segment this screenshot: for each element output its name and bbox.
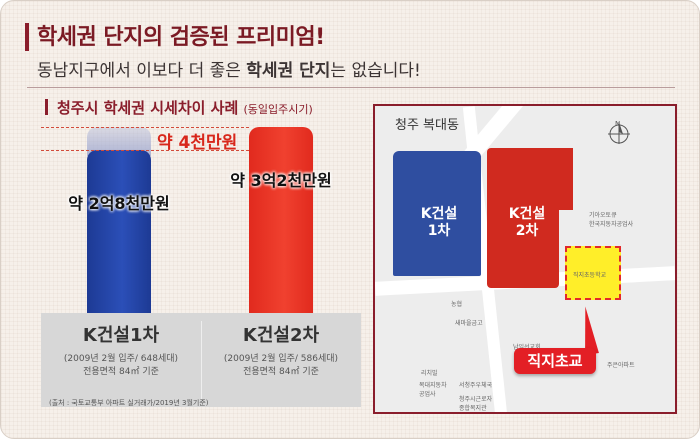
- place-2: 농협: [451, 301, 463, 308]
- place-3: 새마을금고: [455, 320, 483, 327]
- chart-category-base: K건설1차 (2009년 2월 입주/ 648세대) 전용면적 84㎡ 기준 K…: [41, 313, 361, 407]
- bar-value-label-2: 약 3억2천만원: [230, 171, 332, 190]
- school-marker: 직지초등학교: [565, 246, 621, 300]
- bar-2: [249, 127, 313, 313]
- category-area: 전용면적 84㎡ 기준: [243, 367, 319, 377]
- place-4: 남일선교회: [513, 342, 541, 351]
- map-title: 청주 복대동: [395, 118, 459, 133]
- school-label: 직지초등학교: [573, 272, 607, 279]
- chart-title: 청주시 학세권 시세차이 사례 (동일입주시기): [57, 97, 313, 118]
- category-area: 전용면적 84㎡ 기준: [83, 367, 159, 377]
- category-name: K건설2차: [242, 325, 320, 346]
- category-detail: (2009년 2월 입주/ 586세대): [223, 354, 339, 364]
- block-k-2-right: [515, 148, 573, 210]
- place-6: 복대지동차 공업사: [419, 382, 447, 398]
- category-detail: (2009년 2월 입주/ 648세대): [63, 354, 179, 364]
- svg-text:N: N: [615, 120, 620, 128]
- place-8: 청주시근로자 종합복지관: [459, 396, 493, 412]
- place-1: 기아오토큐 한국지동자공업사: [589, 212, 634, 228]
- headline-accent-bar: [25, 23, 29, 51]
- place-9: 주은아파트: [607, 362, 635, 369]
- page-subtitle: 동남지구에서 이보다 더 좋은 학세권 단지는 없습니다!: [37, 56, 421, 81]
- map-label-k2: K건설 2차: [493, 206, 561, 240]
- map-label-k1-text: K건설 1차: [420, 206, 458, 239]
- chart-title-note: (동일입주시기): [243, 103, 313, 116]
- chart-title-main: 청주시 학세권 시세차이 사례: [57, 99, 239, 117]
- base-divider: [201, 321, 202, 399]
- place-5: 리치빌: [421, 370, 438, 377]
- difference-label: 약 4천만원: [157, 132, 238, 153]
- map-label-k1: K건설 1차: [405, 206, 473, 240]
- subtitle-prefix: 동남지구에서 이보다 더 좋은: [37, 61, 247, 81]
- difference-guide-line: [41, 127, 249, 128]
- subtitle-suffix: 는 없습니다!: [330, 61, 421, 81]
- bar-1: [87, 150, 151, 313]
- header-divider: [27, 87, 675, 88]
- bar-value-label-1: 약 2억8천만원: [68, 194, 170, 213]
- chart-title-accent-bar: [45, 99, 48, 115]
- place-7: 서청주우체국: [459, 382, 493, 389]
- difference-guide-line: [41, 150, 249, 151]
- category-name: K건설1차: [82, 325, 160, 346]
- location-map: K건설 1차 K건설 2차 청주 복대동 N 직지초등학교 기아오토큐 한국지동자공업…: [373, 104, 677, 414]
- source-note: (출처 : 국토교통부 아파트 실거래가/2019년 3월기준): [49, 399, 209, 407]
- north-compass-icon: N: [608, 120, 630, 144]
- category-column-2: K건설2차 (2009년 2월 입주/ 586세대) 전용면적 84㎡ 기준: [201, 313, 361, 377]
- block-k-1: [393, 151, 481, 276]
- subtitle-bold: 학세권 단지: [246, 61, 331, 81]
- school-callout: 직지초교: [514, 348, 596, 374]
- map-label-k2-text: K건설 2차: [508, 206, 546, 239]
- page-title: 학세권 단지의 검증된 프리미엄!: [37, 25, 325, 50]
- category-column-1: K건설1차 (2009년 2월 입주/ 648세대) 전용면적 84㎡ 기준: [41, 313, 201, 377]
